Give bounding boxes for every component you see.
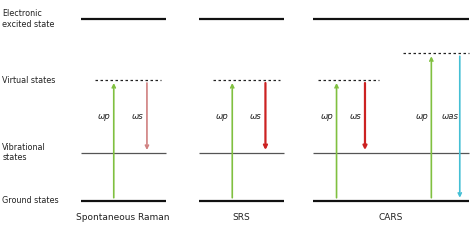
Text: Electronic
excited state: Electronic excited state [2, 9, 55, 29]
Text: ωs: ωs [350, 112, 361, 121]
Text: ωas: ωas [442, 112, 459, 121]
Text: ωs: ωs [132, 112, 143, 121]
Text: ωs: ωs [250, 112, 262, 121]
Text: ωp: ωp [321, 112, 333, 121]
Text: Vibrational
states: Vibrational states [2, 143, 46, 162]
Text: ωp: ωp [98, 112, 110, 121]
Text: ωp: ωp [416, 112, 428, 121]
Text: Ground states: Ground states [2, 196, 59, 205]
Text: ωp: ωp [217, 112, 229, 121]
Text: SRS: SRS [233, 213, 251, 222]
Text: CARS: CARS [379, 213, 403, 222]
Text: Spontaneous Raman: Spontaneous Raman [76, 213, 170, 222]
Text: Virtual states: Virtual states [2, 76, 56, 85]
